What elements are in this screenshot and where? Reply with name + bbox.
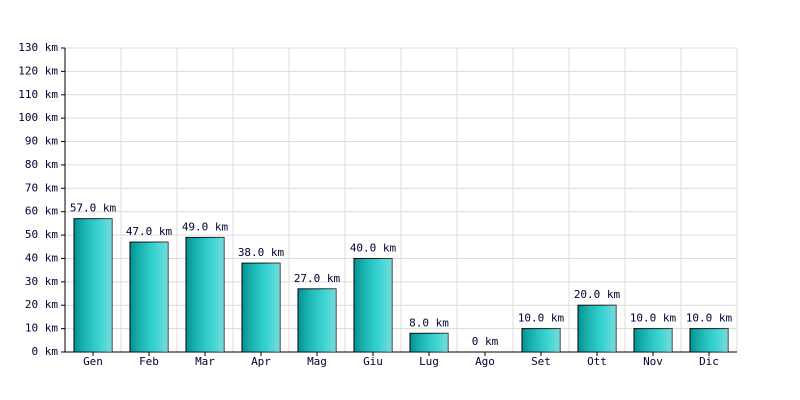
y-tick-label: 40 km (25, 251, 58, 264)
bar-shade (578, 305, 616, 352)
bar-shade (298, 288, 336, 352)
bar-shade (242, 263, 280, 352)
x-tick-label: Dic (699, 355, 719, 368)
y-tick-label: 10 km (25, 322, 58, 335)
value-label: 10.0 km (630, 312, 677, 325)
x-tick-label: Mar (195, 355, 215, 368)
x-tick-label: Lug (419, 355, 439, 368)
bar-shade (410, 333, 448, 352)
value-label: 27.0 km (294, 272, 341, 285)
y-tick-label: 50 km (25, 228, 58, 241)
bar-shade (130, 242, 168, 352)
y-tick-label: 70 km (25, 181, 58, 194)
x-tick-label: Ott (587, 355, 607, 368)
value-label: 40.0 km (350, 241, 397, 254)
value-label: 10.0 km (686, 312, 733, 325)
x-tick-label: Ago (475, 355, 495, 368)
y-tick-label: 0 km (32, 345, 59, 358)
bar-shade (634, 328, 672, 352)
bar-shade (186, 237, 224, 352)
x-tick-label: Set (531, 355, 551, 368)
y-tick-label: 90 km (25, 135, 58, 148)
y-tick-label: 110 km (18, 88, 58, 101)
x-tick-label: Feb (139, 355, 159, 368)
bar-shade (690, 328, 728, 352)
value-label: 0 km (472, 335, 499, 348)
bar-shade (74, 218, 112, 352)
y-tick-label: 80 km (25, 158, 58, 171)
value-label: 38.0 km (238, 246, 285, 259)
value-label: 49.0 km (182, 220, 229, 233)
y-tick-label: 130 km (18, 41, 58, 54)
y-tick-label: 120 km (18, 64, 58, 77)
x-tick-label: Apr (251, 355, 271, 368)
x-tick-label: Gen (83, 355, 103, 368)
y-tick-label: 20 km (25, 298, 58, 311)
value-label: 20.0 km (574, 288, 621, 301)
y-tick-label: 30 km (25, 275, 58, 288)
value-label: 10.0 km (518, 312, 565, 325)
bar-shade (354, 258, 392, 352)
value-label: 57.0 km (70, 202, 117, 215)
x-tick-label: Giu (363, 355, 383, 368)
x-tick-label: Nov (643, 355, 663, 368)
value-label: 47.0 km (126, 225, 173, 238)
x-tick-label: Mag (307, 355, 327, 368)
value-label: 8.0 km (409, 316, 449, 329)
y-tick-label: 100 km (18, 111, 58, 124)
y-tick-label: 60 km (25, 205, 58, 218)
bar-shade (522, 328, 560, 352)
